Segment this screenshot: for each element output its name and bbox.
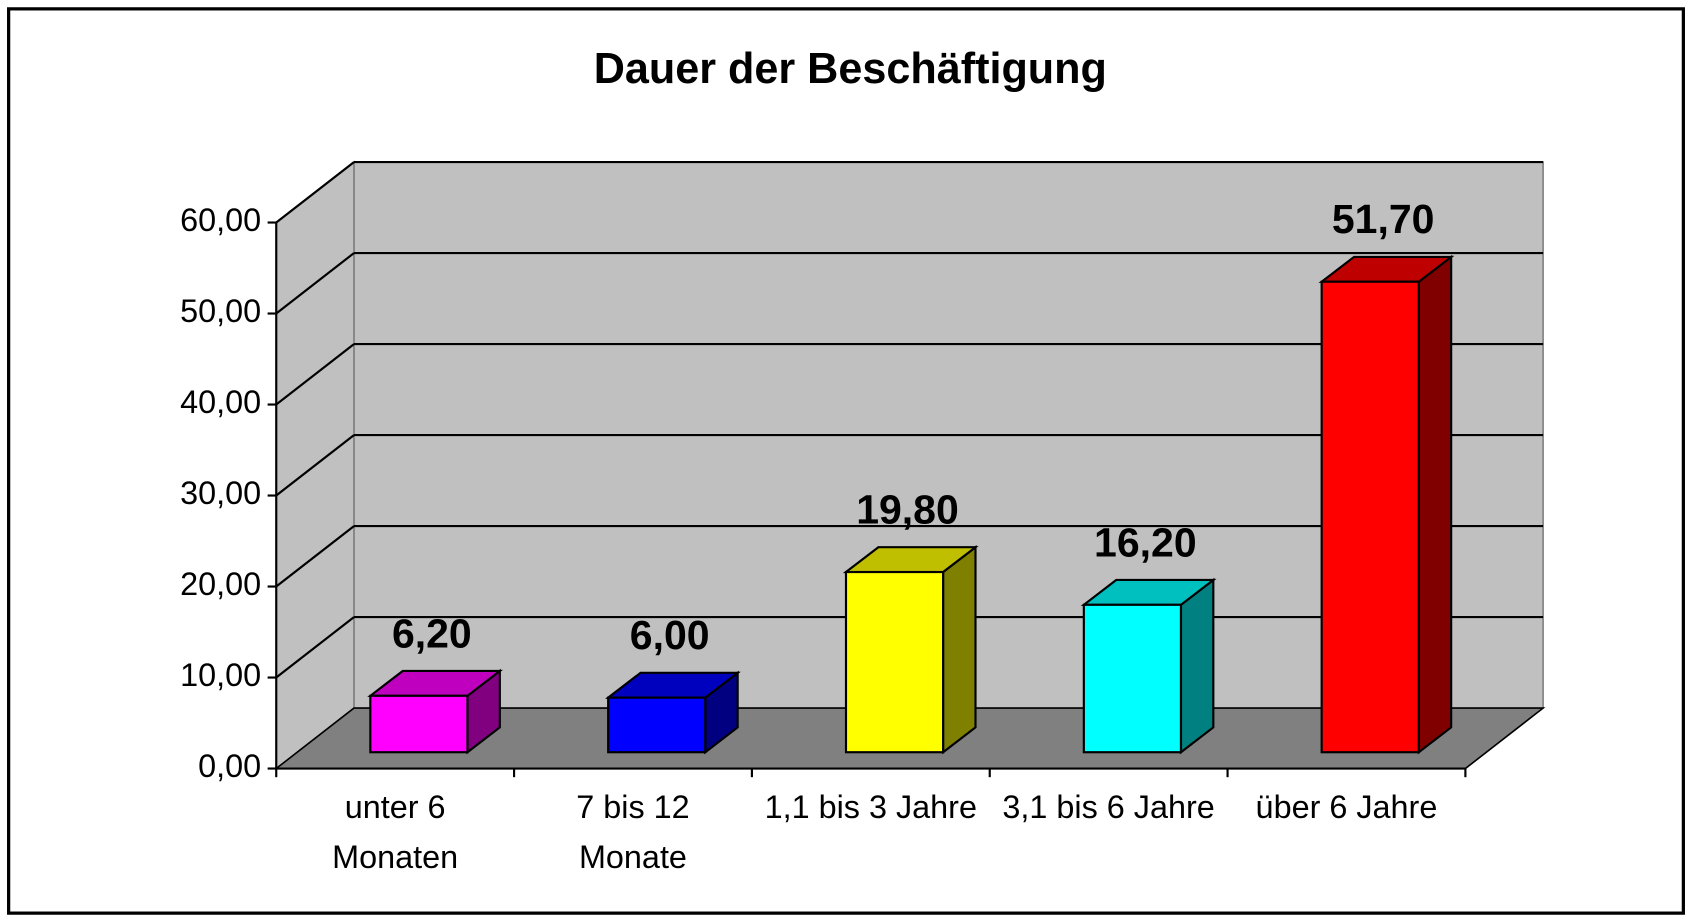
x-label-box: 1,1 bis 3 Jahre (764, 790, 977, 826)
x-label-box: 7 bis 12 Monate (576, 790, 690, 876)
grid-line-side (275, 343, 355, 406)
x-label-box: über 6 Jahre (1255, 790, 1438, 826)
value-label: 16,20 (1094, 519, 1197, 565)
y-tick-label: 60,00 (180, 202, 261, 238)
y-tick-label: 30,00 (180, 475, 261, 511)
x-tick-label: 1,1 bis 3 Jahre (764, 790, 977, 826)
grid-line-side (275, 161, 355, 224)
bar-front (369, 694, 469, 754)
bar (1080, 577, 1217, 755)
y-tick-label: 40,00 (180, 384, 261, 420)
value-label: 19,80 (856, 487, 959, 533)
x-tick-label: 7 bis 12 Monate (576, 790, 690, 876)
bar-side (1417, 254, 1453, 755)
bar-front (1320, 280, 1420, 754)
x-tick-label: 3,1 bis 6 Jahre (1002, 790, 1215, 826)
grid-line-side (275, 616, 355, 679)
bar-side (1179, 577, 1215, 755)
x-tick-label: über 6 Jahre (1255, 790, 1438, 826)
x-label-box: unter 6 Monaten (332, 790, 459, 876)
bar-side (942, 545, 977, 755)
grid-line-side (275, 434, 355, 497)
value-label: 6,00 (630, 612, 710, 658)
x-label-box: 3,1 bis 6 Jahre (1002, 790, 1215, 826)
x-tick-label: unter 6 Monaten (332, 790, 459, 876)
y-tick-label: 20,00 (180, 566, 261, 602)
bar (367, 668, 504, 755)
bar (842, 545, 979, 755)
bar (1318, 254, 1455, 755)
y-tick-label: 10,00 (180, 657, 261, 693)
chart-title: Dauer der Beschäftigung (594, 45, 1107, 93)
value-label: 6,20 (392, 610, 472, 656)
grid-line-side (275, 525, 355, 588)
bar-front (607, 696, 707, 754)
bar-front (844, 570, 945, 754)
grid-line-side (275, 252, 355, 315)
value-label: 51,70 (1332, 196, 1435, 242)
y-tick-label: 0,00 (198, 748, 261, 784)
bar-front (1082, 603, 1183, 754)
bar (604, 670, 741, 755)
y-tick-label: 50,00 (180, 293, 261, 329)
